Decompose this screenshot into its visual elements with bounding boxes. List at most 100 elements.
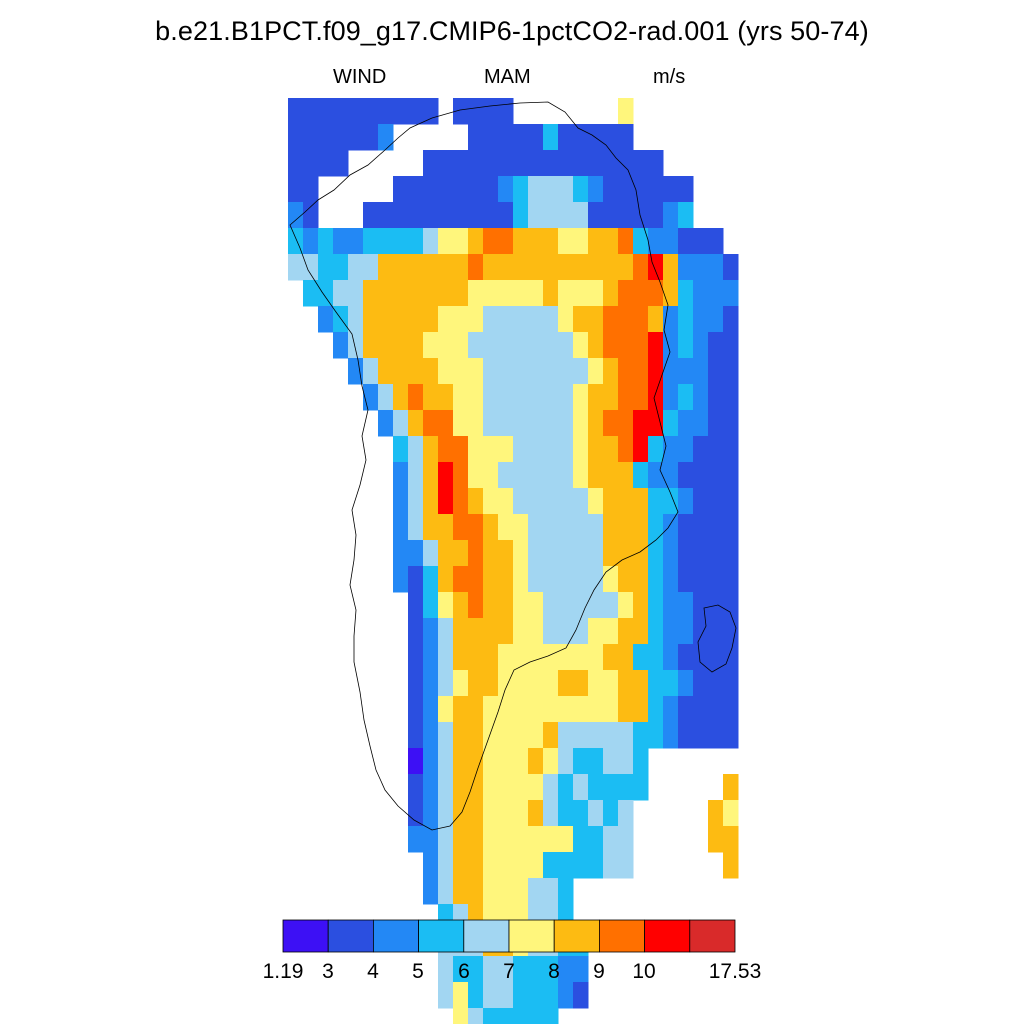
grid-cell — [288, 254, 304, 281]
grid-cell — [528, 696, 544, 723]
grid-cell — [438, 878, 454, 905]
grid-cell — [423, 228, 439, 255]
grid-cell — [693, 592, 709, 619]
grid-cell — [618, 540, 634, 567]
grid-cell — [693, 332, 709, 359]
grid-cell — [573, 410, 589, 437]
grid-cell — [423, 462, 439, 489]
grid-cell — [678, 228, 694, 255]
grid-cell — [543, 696, 559, 723]
grid-cell — [528, 124, 544, 151]
grid-cell — [468, 332, 484, 359]
grid-cell — [603, 826, 619, 853]
grid-cell — [573, 306, 589, 333]
grid-cell — [453, 826, 469, 853]
grid-cell — [423, 826, 439, 853]
grid-cell — [558, 722, 574, 749]
grid-cell — [693, 462, 709, 489]
grid-cell — [483, 618, 499, 645]
grid-cell — [603, 644, 619, 671]
grid-cell — [438, 982, 454, 1009]
grid-cell — [528, 254, 544, 281]
legend-swatch — [327, 919, 374, 953]
grid-cell — [498, 306, 514, 333]
grid-cell — [573, 644, 589, 671]
grid-cell — [483, 722, 499, 749]
grid-cell — [693, 722, 709, 749]
grid-cell — [543, 800, 559, 827]
grid-cell — [513, 852, 529, 879]
grid-cell — [438, 566, 454, 593]
grid-cell — [723, 514, 739, 541]
grid-cell — [543, 306, 559, 333]
legend-label: 6 — [458, 960, 470, 983]
grid-cell — [693, 410, 709, 437]
grid-cell — [453, 540, 469, 567]
grid-cell — [453, 696, 469, 723]
grid-cell — [363, 358, 379, 385]
grid-cell — [603, 852, 619, 879]
grid-cell — [528, 332, 544, 359]
grid-cell — [543, 1008, 559, 1024]
grid-cell — [708, 436, 724, 463]
grid-cell — [663, 384, 679, 411]
grid-cell — [708, 540, 724, 567]
legend-swatch — [372, 919, 419, 953]
grid-cell — [423, 644, 439, 671]
grid-cell — [468, 436, 484, 463]
grid-cell — [363, 332, 379, 359]
grid-cell — [663, 566, 679, 593]
grid-cell — [513, 722, 529, 749]
grid-cell — [558, 280, 574, 307]
grid-cell — [648, 150, 664, 177]
grid-cell — [483, 566, 499, 593]
legend-swatch — [644, 919, 691, 953]
grid-cell — [498, 124, 514, 151]
grid-cell — [438, 384, 454, 411]
grid-cell — [678, 618, 694, 645]
grid-cell — [558, 202, 574, 229]
grid-cell — [453, 982, 469, 1009]
grid-cell — [408, 176, 424, 203]
grid-cell — [483, 644, 499, 671]
grid-cell — [498, 1008, 514, 1024]
grid-cell — [708, 618, 724, 645]
grid-cell — [468, 644, 484, 671]
grid-cell — [393, 410, 409, 437]
grid-cell — [723, 592, 739, 619]
grid-cell — [513, 696, 529, 723]
grid-cell — [423, 358, 439, 385]
grid-cell — [513, 956, 529, 983]
grid-cell — [348, 124, 364, 151]
grid-cell — [573, 332, 589, 359]
grid-cell — [498, 618, 514, 645]
grid-cell — [618, 124, 634, 151]
grid-cell — [663, 696, 679, 723]
grid-cell — [363, 124, 379, 151]
grid-cell — [438, 592, 454, 619]
grid-cell — [423, 592, 439, 619]
grid-cell — [513, 670, 529, 697]
grid-cell — [498, 878, 514, 905]
grid-cell — [663, 332, 679, 359]
grid-cell — [423, 514, 439, 541]
grid-cell — [363, 306, 379, 333]
legend-swatch — [282, 919, 329, 953]
grid-cell — [723, 410, 739, 437]
grid-cell — [543, 748, 559, 775]
grid-cell — [723, 618, 739, 645]
grid-cell — [573, 488, 589, 515]
grid-cell — [543, 150, 559, 177]
grid-cell — [498, 436, 514, 463]
grid-cell — [588, 670, 604, 697]
grid-cell — [723, 566, 739, 593]
grid-cell — [603, 800, 619, 827]
grid-cell — [603, 358, 619, 385]
grid-cell — [618, 618, 634, 645]
grid-cell — [588, 436, 604, 463]
grid-cell — [633, 384, 649, 411]
grid-cell — [468, 410, 484, 437]
grid-cell — [588, 410, 604, 437]
grid-cell — [303, 228, 319, 255]
grid-cell — [708, 254, 724, 281]
